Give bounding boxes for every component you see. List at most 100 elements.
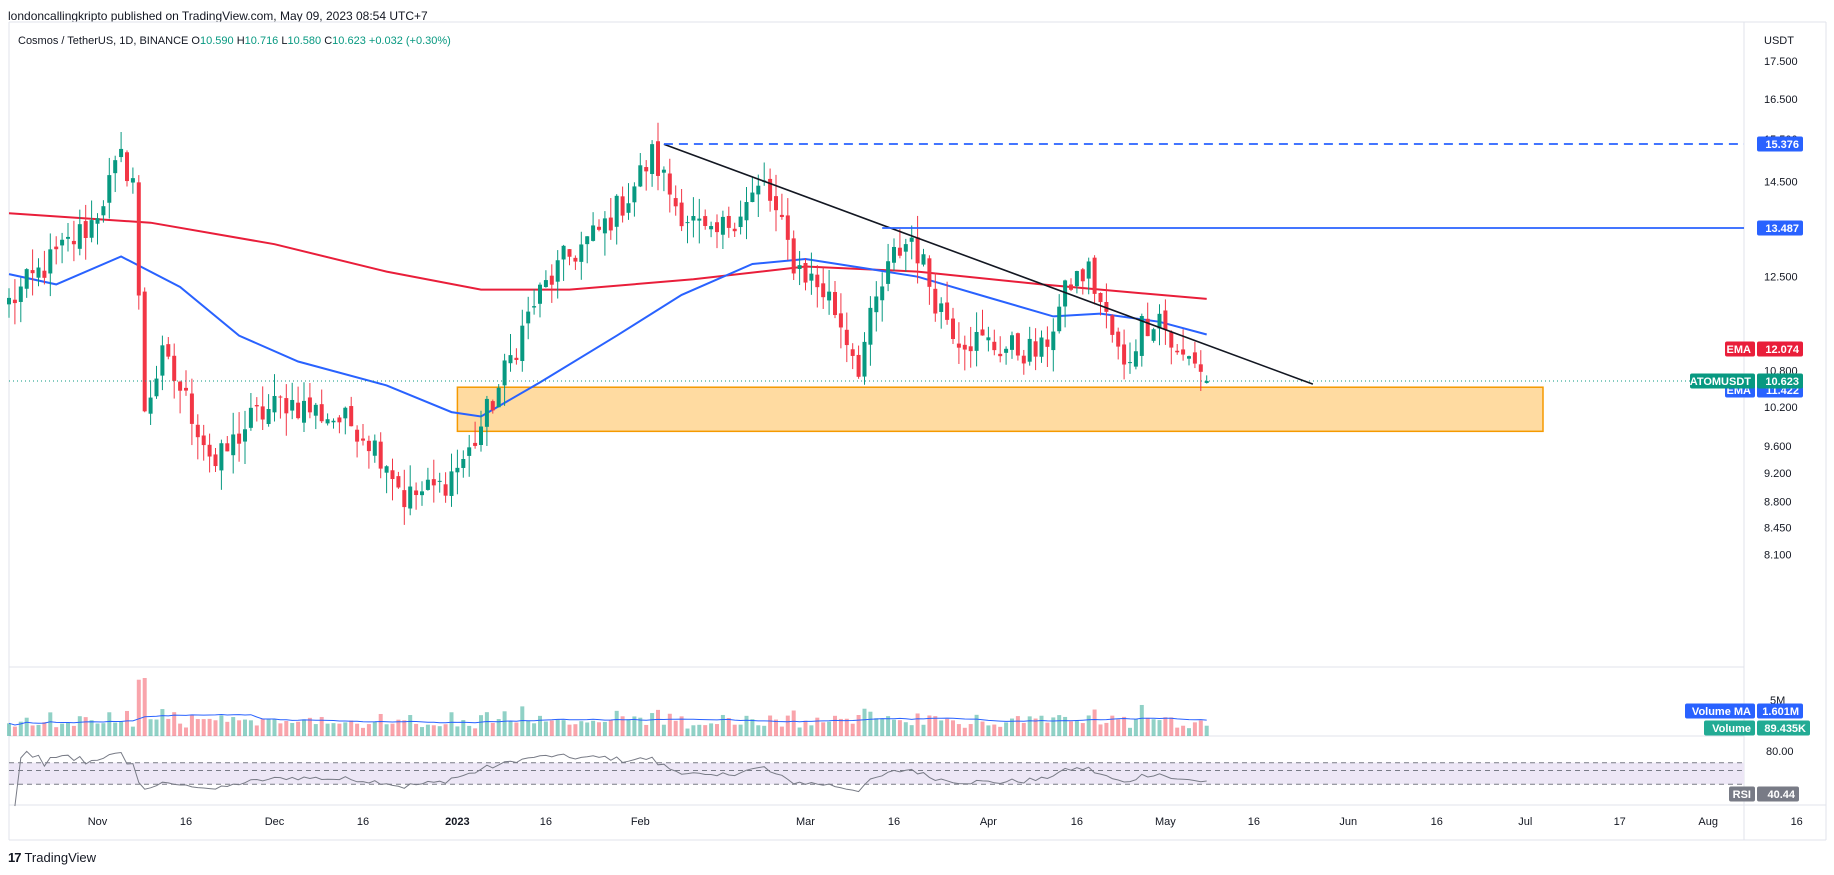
volume-bar <box>632 716 637 736</box>
candle-body <box>384 466 389 473</box>
candle-body <box>992 341 997 351</box>
volume-bar <box>1074 720 1079 736</box>
candle-body <box>697 218 702 221</box>
candle-body <box>24 269 29 289</box>
volume-bar <box>443 724 448 736</box>
candle-body <box>1015 333 1020 356</box>
volume-bar <box>467 725 472 736</box>
volume-bar <box>7 723 11 736</box>
volume-name-tag: Volume <box>1712 723 1751 735</box>
volume-bar <box>679 716 684 736</box>
candle-body <box>284 398 289 414</box>
volume-bar <box>738 724 743 736</box>
ema-slow-path <box>8 212 1207 300</box>
x-tick-label: Mar <box>796 816 815 828</box>
volume-bar <box>909 725 914 736</box>
candle-body <box>1098 293 1103 303</box>
volume-bar <box>1187 728 1191 736</box>
volume-bar <box>573 724 578 736</box>
volume-bar <box>927 715 932 736</box>
candle-body <box>1057 306 1062 332</box>
volume-bar <box>119 721 124 736</box>
candle-body <box>709 226 714 230</box>
candle-body <box>650 144 655 174</box>
y-tick-label: 9.200 <box>1764 468 1792 480</box>
candle-body <box>803 262 808 283</box>
candle-body <box>307 397 312 413</box>
volume-bar <box>762 725 767 736</box>
candle-body <box>1163 310 1168 330</box>
volume-bar <box>1169 717 1174 736</box>
volume-bar <box>715 724 719 736</box>
volume-bar <box>384 724 389 736</box>
rsi-band <box>9 762 1744 785</box>
candle-body <box>101 206 106 216</box>
candle-body <box>12 299 17 304</box>
volume-bar <box>1110 715 1115 736</box>
volume-bar <box>302 719 306 736</box>
volume-bar <box>791 710 796 736</box>
volume-bar <box>12 726 17 736</box>
candle-body <box>1033 341 1038 357</box>
candle-body <box>248 407 253 428</box>
close-value: 10.623 <box>332 35 366 47</box>
volume-bar <box>620 716 625 736</box>
x-tick-label: 2023 <box>445 816 469 828</box>
volume-bar <box>278 723 283 736</box>
volume-bar <box>1116 719 1121 736</box>
volume-bar <box>785 715 790 736</box>
volume-bar <box>313 724 318 736</box>
volume-bar <box>774 719 778 736</box>
candle-body <box>372 440 377 456</box>
candle-body <box>602 218 607 234</box>
candle-body <box>343 407 348 419</box>
candle-body <box>260 406 265 420</box>
volume-bar <box>561 720 566 736</box>
volume-bar <box>101 723 106 736</box>
candle-body <box>201 435 206 446</box>
volume-bar <box>390 723 395 736</box>
volume-bar <box>95 723 100 736</box>
high-value: 10.716 <box>244 35 279 47</box>
volume-bar <box>125 710 129 736</box>
candle-body <box>89 220 94 238</box>
high-label: H <box>236 35 245 47</box>
candle-body <box>956 343 961 348</box>
candle-body <box>614 195 619 227</box>
volume-bar <box>850 723 855 736</box>
volume-bar <box>408 715 413 736</box>
volume-bar <box>626 719 631 736</box>
footer-brand[interactable]: 17 TradingView <box>8 850 96 865</box>
volume-bar <box>980 721 985 736</box>
symbol-title[interactable]: Cosmos / TetherUS, 1D, BINANCE <box>18 35 189 47</box>
candle-body <box>561 245 566 260</box>
candle-body <box>254 405 259 407</box>
symbol-value-tag-bg <box>1757 373 1803 389</box>
candle-body <box>1116 331 1121 347</box>
volume-bar <box>455 726 460 736</box>
rsi-line <box>14 750 1207 807</box>
candle-body <box>673 198 678 207</box>
trendline[interactable] <box>663 143 1314 385</box>
candle-body <box>396 476 401 488</box>
y-tick-label: 8.450 <box>1764 523 1792 535</box>
volume-bar <box>608 720 613 736</box>
volume-bar <box>195 719 200 736</box>
candle-body <box>597 226 601 230</box>
support-zone[interactable] <box>456 386 1544 433</box>
volume-bar <box>1104 722 1109 736</box>
volume-bar <box>248 720 253 736</box>
volume-bar <box>597 722 601 736</box>
volume-bar <box>673 720 678 736</box>
volume-bar <box>231 717 236 736</box>
x-tick-label: Feb <box>631 816 650 828</box>
volume-bar <box>862 708 867 736</box>
candle-body <box>349 406 354 427</box>
candle-body <box>538 284 542 304</box>
candle-body <box>207 444 212 457</box>
volume-bar <box>325 723 330 736</box>
volume-bar <box>520 706 525 736</box>
x-tick-label: 16 <box>357 816 369 828</box>
volume-bar <box>207 718 212 736</box>
